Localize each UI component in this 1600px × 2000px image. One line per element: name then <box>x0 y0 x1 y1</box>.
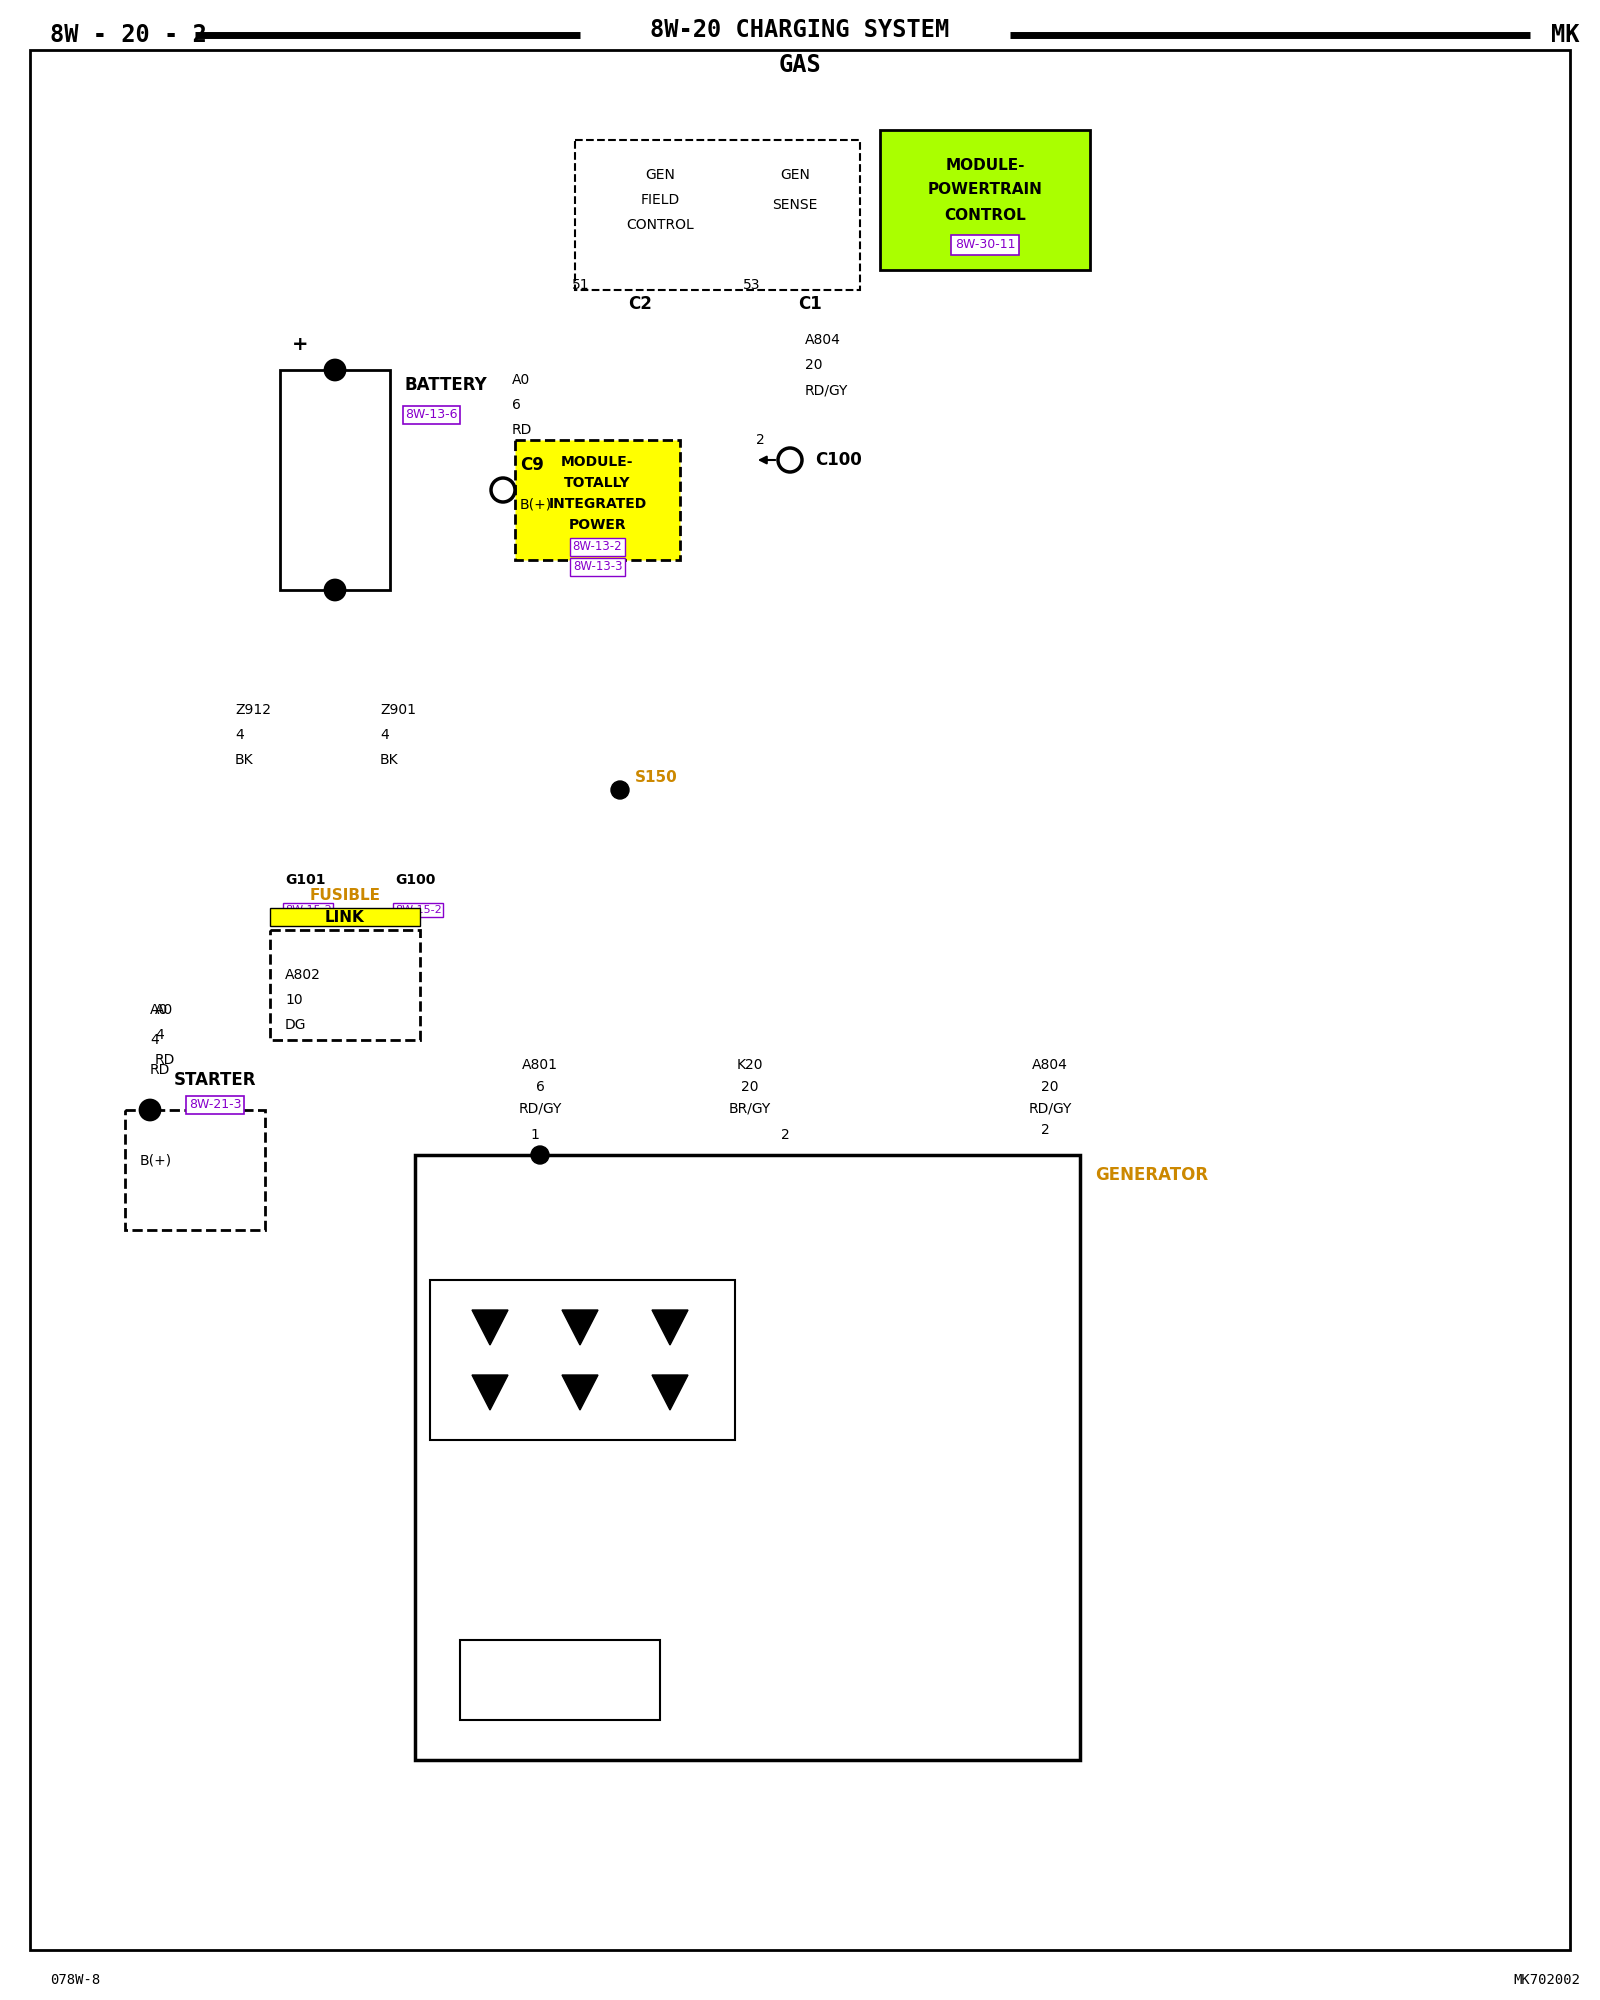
Text: G100: G100 <box>395 872 435 888</box>
Text: MK702002: MK702002 <box>1514 1972 1581 1988</box>
Text: C9: C9 <box>520 456 544 474</box>
Text: 6: 6 <box>512 398 522 412</box>
Text: POWERTRAIN: POWERTRAIN <box>928 182 1043 198</box>
Circle shape <box>325 580 346 600</box>
Polygon shape <box>653 1310 688 1344</box>
Text: BATTERY: BATTERY <box>405 376 488 394</box>
Text: A0: A0 <box>150 1004 168 1016</box>
Text: 4: 4 <box>381 728 389 742</box>
Text: 8W-15-2: 8W-15-2 <box>285 904 331 916</box>
Circle shape <box>141 1100 160 1120</box>
Bar <box>880 130 1090 270</box>
Text: TOTALLY: TOTALLY <box>565 476 630 490</box>
Bar <box>280 370 390 590</box>
Text: A802: A802 <box>285 968 322 982</box>
Text: CONTROL: CONTROL <box>944 208 1026 222</box>
Text: LINK: LINK <box>325 912 365 928</box>
Text: SENSE: SENSE <box>773 198 818 212</box>
Text: 20: 20 <box>805 358 822 372</box>
Bar <box>270 908 419 926</box>
Text: K20: K20 <box>736 1058 763 1072</box>
Text: DG: DG <box>285 1018 307 1032</box>
Text: MK: MK <box>1552 22 1581 46</box>
Polygon shape <box>562 1376 598 1410</box>
Text: 4: 4 <box>235 728 243 742</box>
Text: 2: 2 <box>781 1128 789 1142</box>
Text: B(+): B(+) <box>141 1152 173 1168</box>
Text: S150: S150 <box>635 770 678 786</box>
Bar <box>461 1640 661 1720</box>
Text: 2: 2 <box>1040 1124 1050 1136</box>
Text: BR/GY: BR/GY <box>730 1102 771 1116</box>
Bar <box>125 1110 266 1230</box>
Bar <box>574 140 861 290</box>
Text: A0: A0 <box>155 1004 173 1016</box>
Text: Z912: Z912 <box>235 704 270 718</box>
Text: Z901: Z901 <box>381 704 416 718</box>
Text: B(+): B(+) <box>520 498 552 512</box>
Text: 20: 20 <box>1042 1080 1059 1094</box>
Text: STARTER: STARTER <box>174 1072 256 1088</box>
Bar <box>414 1156 1080 1760</box>
Text: C2: C2 <box>627 294 651 312</box>
Polygon shape <box>562 1310 598 1344</box>
Bar <box>270 930 419 1040</box>
Text: 4: 4 <box>150 1032 158 1048</box>
Text: 10: 10 <box>285 992 302 1008</box>
Bar <box>515 440 680 560</box>
Text: 51: 51 <box>573 278 590 292</box>
Text: BK: BK <box>381 752 398 766</box>
Text: MODULE-: MODULE- <box>946 158 1024 172</box>
Text: RD: RD <box>155 1052 176 1068</box>
Text: C100: C100 <box>814 452 862 468</box>
Text: MODULE-: MODULE- <box>562 456 634 468</box>
Text: A0: A0 <box>512 372 530 388</box>
Circle shape <box>611 780 629 798</box>
Circle shape <box>325 360 346 380</box>
Text: 8W-13-2: 8W-13-2 <box>573 540 622 554</box>
Text: 20: 20 <box>741 1080 758 1094</box>
Text: 8W-13-6: 8W-13-6 <box>405 408 458 422</box>
Polygon shape <box>472 1376 509 1410</box>
Text: GAS: GAS <box>779 52 821 76</box>
Text: 8W-20 CHARGING SYSTEM: 8W-20 CHARGING SYSTEM <box>650 18 950 42</box>
Text: 1: 1 <box>531 1128 539 1142</box>
Polygon shape <box>653 1376 688 1410</box>
Text: 078W-8: 078W-8 <box>50 1972 101 1988</box>
Bar <box>430 1280 734 1440</box>
Text: 8W-21-3: 8W-21-3 <box>189 1098 242 1112</box>
Text: INTEGRATED: INTEGRATED <box>549 496 646 510</box>
Text: 4: 4 <box>155 1028 163 1042</box>
Text: 2: 2 <box>755 434 765 448</box>
Circle shape <box>531 1146 549 1164</box>
Text: 8W-30-11: 8W-30-11 <box>955 238 1016 252</box>
Text: FIELD: FIELD <box>640 194 680 208</box>
Text: A804: A804 <box>805 332 842 348</box>
Text: C1: C1 <box>798 294 822 312</box>
Text: A801: A801 <box>522 1058 558 1072</box>
Text: 8W-15-2: 8W-15-2 <box>395 904 442 916</box>
Text: RD: RD <box>512 424 533 438</box>
Text: G101: G101 <box>285 872 325 888</box>
Text: 8W-13-3: 8W-13-3 <box>573 560 622 574</box>
Text: GEN: GEN <box>781 168 810 182</box>
Text: RD/GY: RD/GY <box>518 1102 562 1116</box>
Text: FUSIBLE: FUSIBLE <box>309 888 381 902</box>
Text: RD/GY: RD/GY <box>805 384 848 396</box>
Text: CONTROL: CONTROL <box>626 218 694 232</box>
Text: GEN: GEN <box>645 168 675 182</box>
Text: 8W - 20 - 2: 8W - 20 - 2 <box>50 22 206 46</box>
Text: 53: 53 <box>742 278 760 292</box>
Text: POWER: POWER <box>568 518 626 532</box>
Text: RD/GY: RD/GY <box>1029 1102 1072 1116</box>
Text: +: + <box>291 334 309 354</box>
Text: LINK: LINK <box>325 910 365 924</box>
Text: A804: A804 <box>1032 1058 1067 1072</box>
Text: RD: RD <box>150 1064 170 1076</box>
Text: BK: BK <box>235 752 254 766</box>
Polygon shape <box>472 1310 509 1344</box>
Text: GENERATOR: GENERATOR <box>1094 1166 1208 1184</box>
Text: 6: 6 <box>536 1080 544 1094</box>
